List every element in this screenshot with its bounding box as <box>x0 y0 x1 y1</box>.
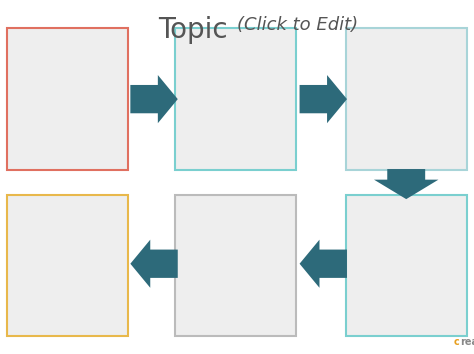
FancyBboxPatch shape <box>7 195 128 336</box>
Polygon shape <box>374 169 438 199</box>
Text: (Click to Edit): (Click to Edit) <box>237 16 358 34</box>
Text: reately: reately <box>460 337 474 347</box>
FancyBboxPatch shape <box>7 28 128 170</box>
Polygon shape <box>300 75 347 123</box>
FancyBboxPatch shape <box>346 195 467 336</box>
Polygon shape <box>130 240 178 288</box>
FancyBboxPatch shape <box>175 28 296 170</box>
Text: Topic: Topic <box>158 16 237 44</box>
Polygon shape <box>300 240 347 288</box>
FancyBboxPatch shape <box>346 28 467 170</box>
Polygon shape <box>130 75 178 123</box>
FancyBboxPatch shape <box>175 195 296 336</box>
Text: c: c <box>454 337 460 347</box>
